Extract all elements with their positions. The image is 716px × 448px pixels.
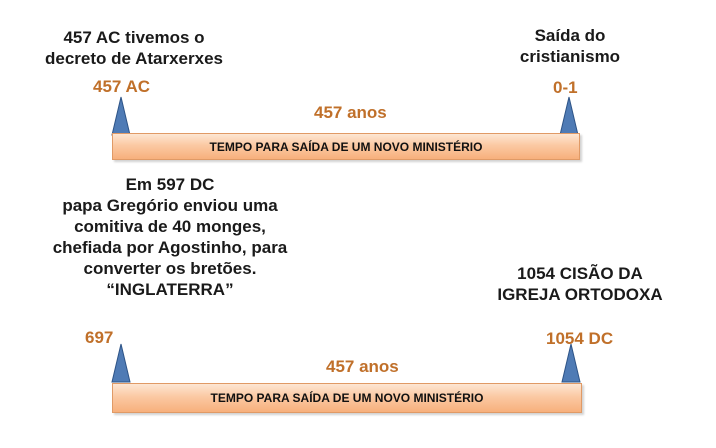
- timeline-1-bar-label: TEMPO PARA SAÍDA DE UM NOVO MINISTÉRIO: [209, 139, 483, 154]
- timeline-2-bar-label: TEMPO PARA SAÍDA DE UM NOVO MINISTÉRIO: [210, 391, 484, 405]
- timeline-1-start-note: 457 AC tivemos o decreto de Atarxerxes: [20, 27, 248, 69]
- timeline-2-start-label: 697: [85, 328, 114, 347]
- triangle-marker-icon: [559, 96, 579, 136]
- triangle-marker-icon: [561, 343, 581, 383]
- timeline-2-end-note: 1054 CISÃO DA IGREJA ORTODOXA: [480, 263, 680, 305]
- timeline-1-end-note: Saída do cristianismo: [500, 25, 640, 67]
- timeline-2-bar: TEMPO PARA SAÍDA DE UM NOVO MINISTÉRIO: [112, 383, 582, 413]
- note-line: Saída do: [534, 26, 606, 45]
- timeline-2-duration: 457 anos: [326, 357, 399, 376]
- note-line: converter os bretões.: [83, 259, 257, 278]
- triangle-marker-icon: [111, 343, 131, 383]
- note-line: papa Gregório enviou uma: [62, 196, 278, 215]
- note-line: comitiva de 40 monges,: [74, 217, 266, 236]
- note-line: chefiada por Agostinho, para: [52, 238, 288, 257]
- note-line: “INGLATERRA”: [106, 280, 234, 299]
- timeline-1-duration: 457 anos: [314, 103, 387, 122]
- note-line: IGREJA ORTODOXA: [497, 285, 663, 304]
- note-line: cristianismo: [519, 47, 621, 66]
- timeline-2-end-label: 1054 DC: [546, 329, 614, 348]
- timeline-1-start-label: 457 AC: [93, 77, 151, 96]
- note-line: 457 AC tivemos o: [63, 28, 205, 47]
- note-line: decreto de Atarxerxes: [45, 49, 223, 68]
- note-line: 1054 CISÃO DA: [517, 264, 643, 283]
- triangle-marker-icon: [111, 96, 131, 136]
- timeline-1-end-label: 0-1: [553, 78, 578, 97]
- timeline-1-bar: TEMPO PARA SAÍDA DE UM NOVO MINISTÉRIO: [112, 133, 580, 160]
- timeline-2-start-note: Em 597 DC papa Gregório enviou uma comit…: [20, 174, 320, 300]
- note-line: Em 597 DC: [125, 175, 215, 194]
